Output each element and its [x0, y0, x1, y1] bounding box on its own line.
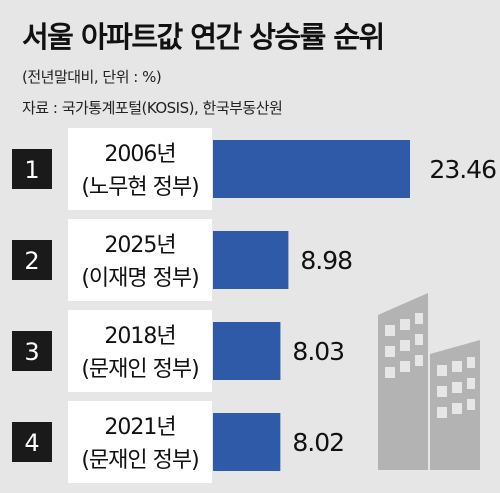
rank-box [12, 422, 52, 462]
source-note: 자료 : 국가통계포털(KOSIS), 한국부동산원 [22, 99, 283, 117]
category-year-label: 2018년 [104, 324, 175, 349]
category-label-box [68, 219, 212, 301]
unit-note: (전년말대비, 단위 : %) [22, 68, 162, 86]
category-year-label: 2025년 [104, 233, 175, 258]
category-label-box [68, 401, 212, 483]
rank-number: 1 [24, 156, 39, 184]
rank-number: 3 [24, 338, 39, 366]
category-label-box [68, 310, 212, 392]
value-label: 8.02 [292, 428, 344, 457]
bar [213, 140, 410, 198]
rank-box [12, 149, 52, 189]
value-label: 8.03 [292, 337, 344, 366]
category-government-label: (문재인 정부) [81, 357, 198, 382]
category-year-label: 2021년 [104, 415, 175, 440]
bar [213, 231, 289, 289]
bar [213, 322, 281, 380]
bar [213, 413, 281, 471]
building-illustration [378, 293, 480, 470]
building-windows [385, 313, 475, 418]
rank-box [12, 331, 52, 371]
category-government-label: (노무현 정부) [81, 175, 198, 200]
category-government-label: (문재인 정부) [81, 448, 198, 473]
chart-title: 서울 아파트값 연간 상승률 순위 [22, 20, 385, 54]
rank-number: 4 [24, 429, 39, 457]
category-label-box [68, 128, 212, 210]
rank-box [12, 240, 52, 280]
category-government-label: (이재명 정부) [81, 266, 198, 291]
value-label: 23.46 [429, 155, 496, 184]
category-year-label: 2006년 [104, 142, 175, 167]
chart-rows: 1 2006년 (노무현 정부) 23.46 2 2025년 (이재명 정부) 8.98 3 20… [12, 128, 497, 483]
value-label: 8.98 [300, 246, 352, 275]
rank-number: 2 [24, 247, 39, 275]
